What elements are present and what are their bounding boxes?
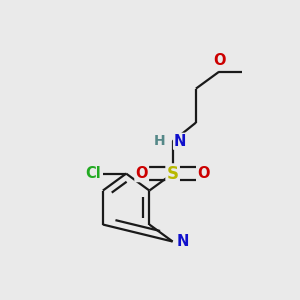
Text: O: O <box>213 52 225 68</box>
Text: N: N <box>177 234 189 249</box>
Text: N: N <box>174 134 187 149</box>
Text: Cl: Cl <box>86 166 101 181</box>
Text: O: O <box>135 166 148 181</box>
Text: H: H <box>154 134 165 148</box>
Text: S: S <box>167 165 178 183</box>
Text: O: O <box>197 166 210 181</box>
